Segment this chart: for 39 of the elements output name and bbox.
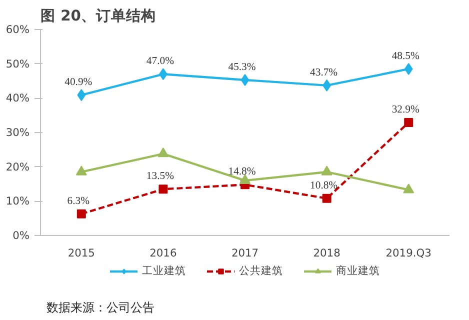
x-tick-label: 2016	[150, 246, 177, 260]
point	[403, 184, 414, 194]
point	[240, 174, 250, 184]
legend-label: 公共建筑	[239, 264, 283, 278]
y-tick-label: 0%	[12, 229, 30, 242]
legend-label: 商业建筑	[336, 264, 380, 278]
y-tick-label: 30%	[6, 126, 30, 139]
point	[322, 194, 332, 203]
data-label: 10.8%	[310, 180, 338, 192]
point	[76, 209, 86, 218]
source-note: 数据来源：公司公告	[46, 300, 154, 314]
point	[158, 148, 169, 158]
y-tick-label: 60%	[6, 23, 30, 36]
data-label: 45.3%	[228, 62, 256, 73]
y-tick-label: 20%	[6, 160, 30, 174]
point	[404, 62, 413, 75]
data-label: 13.5%	[146, 171, 174, 182]
point	[76, 166, 87, 176]
point	[404, 118, 414, 128]
data-label: 47.0%	[146, 56, 174, 68]
y-tick-label: 50%	[6, 57, 30, 70]
data-label: 43.7%	[310, 67, 338, 78]
data-label: 40.9%	[64, 77, 92, 88]
point	[158, 184, 168, 194]
x-tick-label: 2019.Q3	[386, 246, 432, 260]
data-label: 14.8%	[228, 166, 256, 178]
chart-title: 图 20、订单结构	[40, 8, 156, 24]
data-label: 6.3%	[67, 196, 90, 207]
point	[321, 166, 332, 176]
point	[77, 89, 86, 102]
legend-label: 工业建筑	[142, 264, 186, 278]
point	[240, 74, 250, 86]
data-label: 48.5%	[392, 50, 420, 62]
y-tick-label: 10%	[6, 194, 30, 208]
x-tick-label: 2017	[231, 246, 259, 260]
y-tick-label: 40%	[6, 92, 30, 105]
x-tick-label: 2015	[68, 246, 95, 260]
data-label: 32.9%	[392, 104, 420, 116]
x-tick-label: 2018	[313, 246, 341, 260]
